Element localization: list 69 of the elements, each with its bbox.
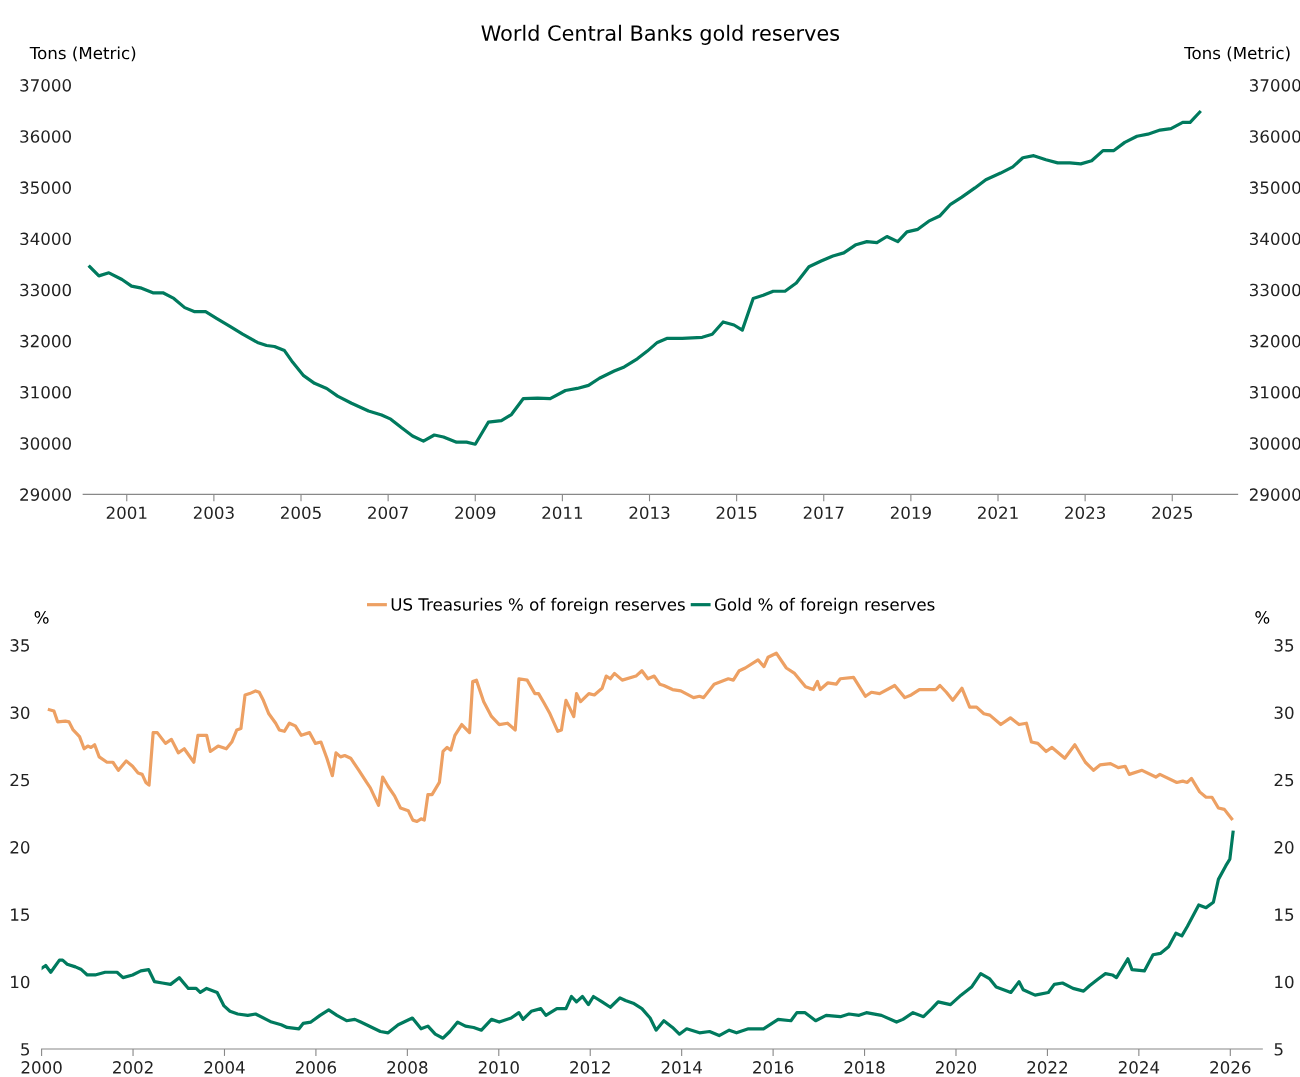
y-tick-label: 25 — [10, 773, 30, 787]
y-tick-label: 5 — [21, 1043, 30, 1056]
legend-label: Gold % of foreign reserves — [714, 597, 935, 614]
x-tick-label: 2012 — [570, 1061, 610, 1074]
y2-axis-title: Tons (Metric) — [1184, 46, 1290, 62]
y-tick-label: 30 — [10, 706, 30, 719]
x-tick-label: 2024 — [1118, 1061, 1160, 1074]
y2-tick-label: 30000 — [1249, 437, 1300, 450]
y-axis-title: Tons (Metric) — [29, 46, 136, 62]
y2-tick-label: 35 — [1274, 639, 1294, 652]
y2-tick-label: 35000 — [1249, 181, 1300, 194]
legend-label: US Treasuries % of foreign reserves — [391, 597, 685, 614]
y-tick-label: 33000 — [20, 283, 71, 297]
x-tick-label: 2001 — [106, 506, 147, 520]
x-tick-label: 2018 — [844, 1061, 885, 1074]
y-tick-label: 20 — [10, 841, 30, 854]
x-tick-label: 2015 — [716, 506, 757, 520]
y2-tick-label: 37000 — [1249, 79, 1300, 92]
y2-tick-label: 34000 — [1249, 232, 1300, 246]
y-tick-label: 37000 — [20, 79, 71, 92]
y-tick-label: 31000 — [20, 385, 71, 399]
y2-tick-label: 36000 — [1249, 130, 1300, 143]
y2-tick-label: 15 — [1275, 908, 1294, 921]
y2-tick-label: 33000 — [1249, 283, 1300, 297]
x-tick-label: 2025 — [1152, 506, 1193, 520]
x-tick-label: 2007 — [368, 506, 408, 520]
x-tick-label: 2016 — [753, 1061, 794, 1074]
y2-tick-label: 5 — [1274, 1043, 1283, 1056]
chart-title: World Central Banks gold reserves — [481, 24, 840, 45]
y-tick-label: 29000 — [20, 488, 71, 501]
y2-tick-label: 29000 — [1249, 488, 1300, 501]
y-tick-label: 10 — [11, 975, 30, 989]
y-tick-label: 35000 — [20, 181, 71, 194]
line-series — [47, 651, 1234, 824]
y2-tick-label: 30 — [1274, 706, 1294, 719]
x-tick-label: 2002 — [113, 1061, 153, 1074]
x-tick-label: 2000 — [21, 1061, 62, 1074]
x-tick-label: 2003 — [193, 506, 234, 520]
x-tick-label: 2021 — [978, 506, 1018, 520]
y2-axis-title: % — [1255, 611, 1270, 624]
x-tick-label: 2023 — [1065, 506, 1105, 520]
x-tick-label: 2020 — [936, 1061, 977, 1074]
line-series — [88, 110, 1202, 446]
y-tick-label: 30000 — [20, 437, 71, 450]
y-tick-label: 15 — [11, 908, 30, 921]
y2-tick-label: 25 — [1274, 773, 1294, 787]
y-tick-label: 35 — [10, 639, 30, 652]
x-tick-label: 2026 — [1210, 1061, 1251, 1074]
x-tick-label: 2013 — [629, 506, 670, 520]
x-tick-label: 2017 — [803, 506, 844, 520]
y-tick-label: 32000 — [20, 334, 71, 348]
x-tick-label: 2008 — [387, 1061, 428, 1074]
y-tick-label: 36000 — [20, 130, 71, 143]
line-series — [41, 830, 1235, 1040]
y2-tick-label: 10 — [1275, 975, 1294, 989]
y-tick-label: 34000 — [20, 232, 71, 246]
x-tick-label: 2006 — [295, 1061, 337, 1074]
y2-tick-label: 32000 — [1249, 334, 1300, 348]
x-tick-label: 2010 — [478, 1061, 519, 1074]
y2-tick-label: 20 — [1274, 841, 1294, 854]
y-axis-title: % — [34, 611, 49, 624]
x-tick-label: 2009 — [455, 506, 496, 520]
x-tick-label: 2011 — [542, 506, 583, 520]
x-tick-label: 2004 — [204, 1061, 245, 1074]
x-tick-label: 2014 — [661, 1061, 702, 1074]
x-tick-label: 2019 — [890, 506, 931, 520]
x-tick-label: 2005 — [281, 506, 321, 520]
y2-tick-label: 31000 — [1249, 385, 1300, 399]
x-tick-label: 2022 — [1027, 1061, 1067, 1074]
